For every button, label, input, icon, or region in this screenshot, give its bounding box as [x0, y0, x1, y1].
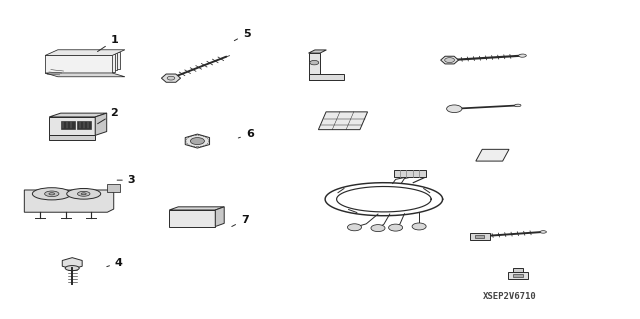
- Polygon shape: [185, 134, 209, 148]
- Polygon shape: [476, 149, 509, 161]
- Polygon shape: [49, 135, 95, 140]
- Polygon shape: [470, 233, 490, 240]
- Ellipse shape: [65, 266, 79, 271]
- Polygon shape: [49, 117, 95, 135]
- Polygon shape: [441, 56, 458, 64]
- Ellipse shape: [45, 191, 59, 197]
- Polygon shape: [161, 74, 180, 82]
- Text: 1: 1: [97, 35, 118, 52]
- Ellipse shape: [515, 104, 521, 107]
- Text: 2: 2: [97, 108, 118, 124]
- Ellipse shape: [49, 193, 54, 195]
- Bar: [476, 235, 484, 238]
- Polygon shape: [513, 269, 523, 271]
- Circle shape: [412, 223, 426, 230]
- Polygon shape: [52, 52, 120, 69]
- Circle shape: [445, 58, 454, 63]
- Polygon shape: [50, 53, 117, 70]
- Polygon shape: [49, 113, 107, 117]
- Polygon shape: [508, 271, 527, 279]
- Ellipse shape: [167, 76, 175, 80]
- Polygon shape: [170, 207, 224, 210]
- Polygon shape: [45, 56, 112, 73]
- Text: XSEP2V6710: XSEP2V6710: [483, 292, 536, 301]
- Polygon shape: [95, 113, 107, 135]
- Polygon shape: [215, 207, 224, 226]
- Polygon shape: [308, 50, 326, 53]
- Polygon shape: [77, 122, 92, 129]
- Polygon shape: [394, 170, 426, 177]
- Polygon shape: [62, 258, 82, 269]
- Polygon shape: [45, 73, 125, 77]
- Ellipse shape: [518, 54, 526, 57]
- Polygon shape: [308, 74, 344, 80]
- Polygon shape: [24, 190, 114, 212]
- Circle shape: [371, 225, 385, 232]
- Circle shape: [190, 137, 204, 145]
- Polygon shape: [61, 122, 75, 129]
- Ellipse shape: [33, 188, 71, 200]
- Text: 7: 7: [232, 215, 248, 226]
- Polygon shape: [319, 112, 367, 130]
- Ellipse shape: [77, 191, 90, 196]
- Polygon shape: [45, 50, 125, 56]
- Text: 6: 6: [238, 129, 253, 139]
- Ellipse shape: [81, 193, 86, 195]
- Circle shape: [388, 224, 403, 231]
- Polygon shape: [308, 53, 320, 80]
- Ellipse shape: [540, 231, 547, 233]
- Ellipse shape: [67, 189, 100, 199]
- Polygon shape: [170, 210, 215, 226]
- Text: 3: 3: [117, 175, 136, 185]
- Polygon shape: [47, 54, 115, 72]
- Text: 4: 4: [107, 258, 123, 268]
- Circle shape: [310, 60, 319, 65]
- Text: 5: 5: [234, 29, 250, 41]
- Circle shape: [348, 224, 362, 231]
- Circle shape: [447, 105, 462, 113]
- Bar: [513, 274, 523, 277]
- Polygon shape: [108, 184, 120, 192]
